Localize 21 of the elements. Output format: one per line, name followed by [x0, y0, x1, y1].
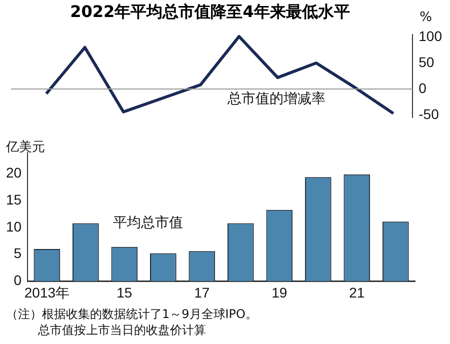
y-tick-label: 50	[418, 54, 434, 70]
y-tick-label: 5	[14, 245, 22, 262]
y-tick-label: 0	[14, 272, 22, 288]
y-tick-label: 10	[6, 218, 22, 234]
x-tick-label: 17	[194, 284, 210, 300]
chart-title: 2022年平均总市值降至4年来最低水平	[69, 1, 351, 23]
x-tick-label: 15	[116, 284, 132, 300]
text: （注）根据收集的数据统计了1～9月全球IPO。	[5, 306, 258, 322]
annotation: 平均总市值	[112, 214, 183, 231]
y-axis-title: 亿美元	[6, 139, 45, 156]
y-tick-label: -50	[418, 106, 440, 122]
y-tick-label: 15	[6, 192, 22, 208]
annotation: 总市值的增减率	[226, 90, 326, 107]
x-tick-label: 2013年	[24, 284, 70, 300]
x-tick-label: 21	[349, 284, 365, 300]
y-tick-label: 0	[418, 80, 427, 96]
text: 总市值按上市当日的收盘价计算	[37, 322, 207, 338]
x-tick-label: 19	[272, 284, 288, 300]
y-tick-label: 100	[418, 28, 442, 44]
y-axis-title: %	[420, 10, 432, 25]
y-tick-label: 20	[6, 164, 22, 181]
